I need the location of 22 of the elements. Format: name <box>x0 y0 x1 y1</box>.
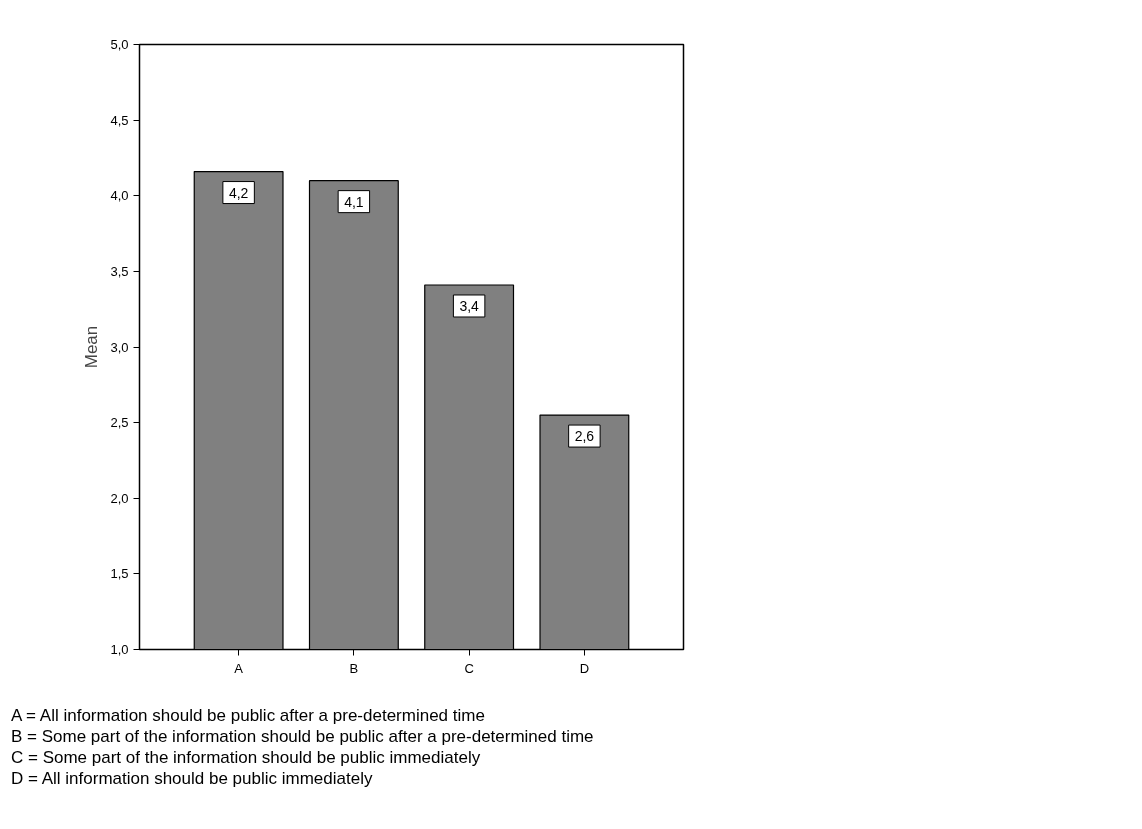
text: B = Some part of the information should be public after a pre-determined time <box>11 727 594 746</box>
data-label: 4,2 <box>228 184 249 201</box>
y-tick-label: 1,0 <box>110 642 129 657</box>
text: D = All information should be public immediately <box>11 769 373 788</box>
text: A = All information should be public after a pre-determined time <box>11 706 485 725</box>
y-tick-label: 3,5 <box>110 263 129 279</box>
y-tick-label: 5,0 <box>110 37 129 52</box>
data-label: 3,4 <box>459 297 480 314</box>
text: C = Some part of the information should be public immediately <box>11 748 481 767</box>
x-tick-label: C <box>464 660 474 676</box>
y-tick-label: 2,0 <box>110 490 129 506</box>
x-tick-label: D <box>579 660 590 676</box>
x-tick-label: A <box>234 660 244 676</box>
y-axis-title: Mean <box>82 325 102 369</box>
data-label: 4,1 <box>344 193 364 210</box>
y-tick-label: 4,5 <box>110 112 129 128</box>
data-label: 2,6 <box>574 428 595 445</box>
y-tick-label: 3,0 <box>110 339 129 355</box>
y-tick-label: 2,5 <box>110 415 129 431</box>
y-tick-label: 1,5 <box>110 566 129 582</box>
x-tick-label: B <box>349 660 359 676</box>
y-tick-label: 4,0 <box>110 188 129 204</box>
